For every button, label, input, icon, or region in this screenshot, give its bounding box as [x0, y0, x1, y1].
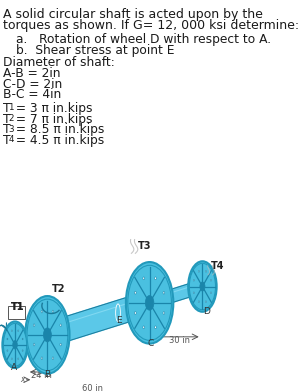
Text: T3: T3: [138, 241, 151, 251]
Text: 4: 4: [8, 136, 14, 145]
Text: 2: 2: [8, 114, 14, 123]
Ellipse shape: [22, 350, 23, 352]
Text: Diameter of shaft:: Diameter of shaft:: [3, 56, 115, 69]
Text: T2: T2: [52, 284, 66, 294]
Ellipse shape: [200, 282, 205, 291]
Ellipse shape: [147, 290, 152, 316]
Text: 30 in: 30 in: [169, 335, 190, 344]
Text: T1: T1: [11, 302, 25, 312]
Text: a.   Rotation of wheel D with respect to A.: a. Rotation of wheel D with respect to A…: [16, 33, 271, 46]
FancyBboxPatch shape: [8, 307, 25, 319]
Text: A-B = 2in: A-B = 2in: [3, 67, 61, 80]
Ellipse shape: [155, 277, 156, 280]
Text: B-C = 4in: B-C = 4in: [3, 88, 61, 101]
Text: T: T: [3, 113, 11, 126]
Ellipse shape: [2, 321, 28, 368]
Polygon shape: [16, 328, 47, 352]
Text: T4: T4: [211, 261, 225, 271]
Ellipse shape: [145, 296, 154, 310]
Ellipse shape: [41, 357, 43, 360]
Ellipse shape: [52, 357, 54, 360]
Polygon shape: [47, 290, 150, 348]
Text: T1: T1: [11, 302, 25, 312]
Ellipse shape: [3, 323, 27, 366]
Ellipse shape: [189, 263, 216, 310]
Ellipse shape: [135, 291, 136, 294]
Text: = 7 π in.kips: = 7 π in.kips: [12, 113, 92, 126]
Ellipse shape: [45, 322, 50, 348]
Text: C: C: [147, 339, 154, 348]
Ellipse shape: [143, 277, 144, 280]
Ellipse shape: [188, 261, 217, 312]
Ellipse shape: [18, 358, 19, 360]
Text: 24 in: 24 in: [31, 371, 52, 380]
Text: A: A: [11, 363, 17, 372]
Text: = 8.5 π in.kips: = 8.5 π in.kips: [12, 123, 104, 136]
Ellipse shape: [18, 330, 19, 332]
Polygon shape: [150, 280, 202, 310]
Ellipse shape: [33, 324, 35, 326]
Text: B: B: [44, 369, 50, 378]
Text: T: T: [3, 123, 11, 136]
Ellipse shape: [126, 262, 173, 344]
Ellipse shape: [193, 292, 194, 294]
Text: 60 in: 60 in: [82, 384, 103, 391]
Text: 1: 1: [8, 104, 14, 113]
Text: T: T: [3, 102, 11, 115]
Ellipse shape: [60, 324, 61, 326]
Ellipse shape: [128, 265, 171, 341]
Ellipse shape: [52, 310, 54, 313]
Text: 3: 3: [8, 125, 14, 134]
Text: x: x: [21, 375, 25, 384]
Ellipse shape: [33, 343, 35, 346]
Ellipse shape: [210, 292, 212, 294]
Text: D: D: [203, 307, 210, 316]
Ellipse shape: [25, 296, 70, 374]
Text: = 3 π in.kips: = 3 π in.kips: [12, 102, 92, 115]
Ellipse shape: [7, 350, 8, 352]
Ellipse shape: [210, 279, 212, 281]
Ellipse shape: [143, 326, 144, 329]
Text: A solid circular shaft is acted upon by the: A solid circular shaft is acted upon by …: [3, 8, 263, 21]
Ellipse shape: [135, 312, 136, 314]
Ellipse shape: [27, 299, 68, 371]
Ellipse shape: [163, 312, 165, 314]
Ellipse shape: [41, 310, 43, 313]
Ellipse shape: [200, 280, 204, 293]
Text: C-D = 2in: C-D = 2in: [3, 78, 62, 91]
Ellipse shape: [155, 326, 156, 329]
Ellipse shape: [163, 291, 165, 294]
Text: torques as shown. If G= 12, 000 ksi determine:: torques as shown. If G= 12, 000 ksi dete…: [3, 20, 299, 32]
Ellipse shape: [13, 341, 17, 349]
Ellipse shape: [7, 338, 8, 340]
Text: E: E: [116, 316, 121, 325]
Ellipse shape: [14, 338, 18, 352]
Ellipse shape: [43, 328, 51, 342]
Ellipse shape: [116, 304, 120, 321]
Ellipse shape: [193, 279, 194, 281]
Text: = 4.5 π in.kips: = 4.5 π in.kips: [12, 134, 104, 147]
Ellipse shape: [60, 343, 61, 346]
Ellipse shape: [22, 338, 23, 340]
Text: T: T: [3, 134, 11, 147]
Text: b.  Shear stress at point E: b. Shear stress at point E: [16, 44, 174, 57]
